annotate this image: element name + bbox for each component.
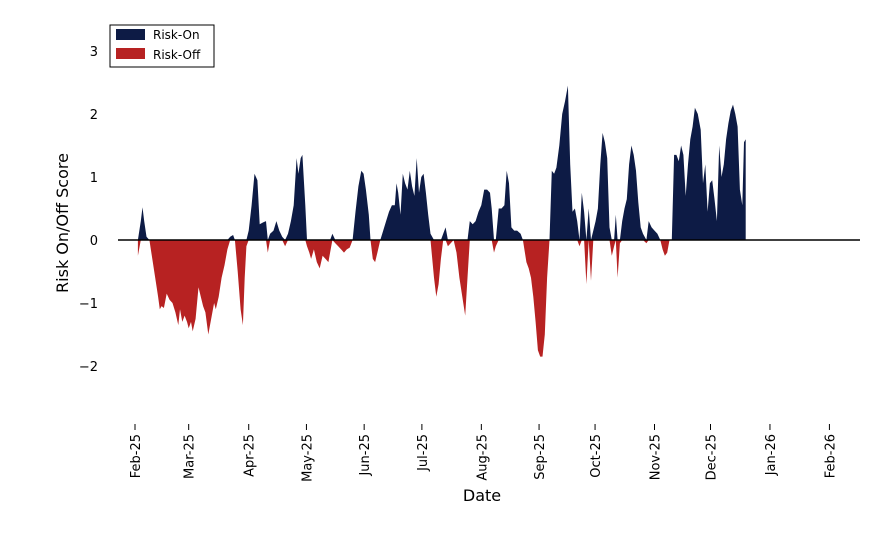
x-tick-label: Oct-25	[589, 434, 604, 478]
x-tick-label: Jan-26	[764, 434, 779, 476]
y-axis-ticks: 3 2 1 0 −1 −2	[79, 45, 98, 375]
x-tick-label: Aug-25	[475, 434, 490, 481]
x-tick-label: Jul-25	[416, 434, 431, 472]
x-axis-ticks: Feb-25 Mar-25 Apr-25 May-25 Jun-25 Jul-25 Aug-…	[129, 424, 838, 482]
x-tick-label: Apr-25	[243, 434, 258, 477]
risk-on-area	[137, 85, 746, 240]
x-tick-label: Nov-25	[649, 434, 664, 480]
y-tick-label: 1	[90, 171, 98, 186]
legend: Risk-On Risk-Off	[109, 24, 215, 68]
x-tick-label: Jun-25	[358, 434, 373, 477]
legend-box	[109, 24, 215, 68]
x-tick-label: Sep-25	[533, 434, 548, 480]
x-tick-label: Mar-25	[183, 434, 198, 479]
y-tick-label: 0	[90, 234, 98, 249]
x-tick-label: Feb-26	[823, 434, 838, 478]
plot-area	[118, 85, 860, 357]
y-tick-label: −2	[79, 360, 98, 375]
legend-label-risk-off: Risk-Off	[153, 48, 201, 62]
y-tick-label: 3	[90, 45, 98, 60]
y-axis-label: Risk On/Off Score	[53, 153, 72, 293]
x-tick-label: Dec-25	[705, 434, 720, 480]
y-tick-label: −1	[79, 297, 98, 312]
x-axis-label: Date	[463, 486, 501, 505]
legend-swatch-risk-on	[116, 29, 145, 40]
y-tick-label: 2	[90, 108, 98, 123]
legend-label-risk-on: Risk-On	[153, 28, 200, 42]
risk-off-area	[137, 240, 746, 357]
legend-swatch-risk-off	[116, 48, 145, 59]
x-tick-label: May-25	[300, 434, 315, 482]
x-tick-label: Feb-25	[129, 434, 144, 478]
